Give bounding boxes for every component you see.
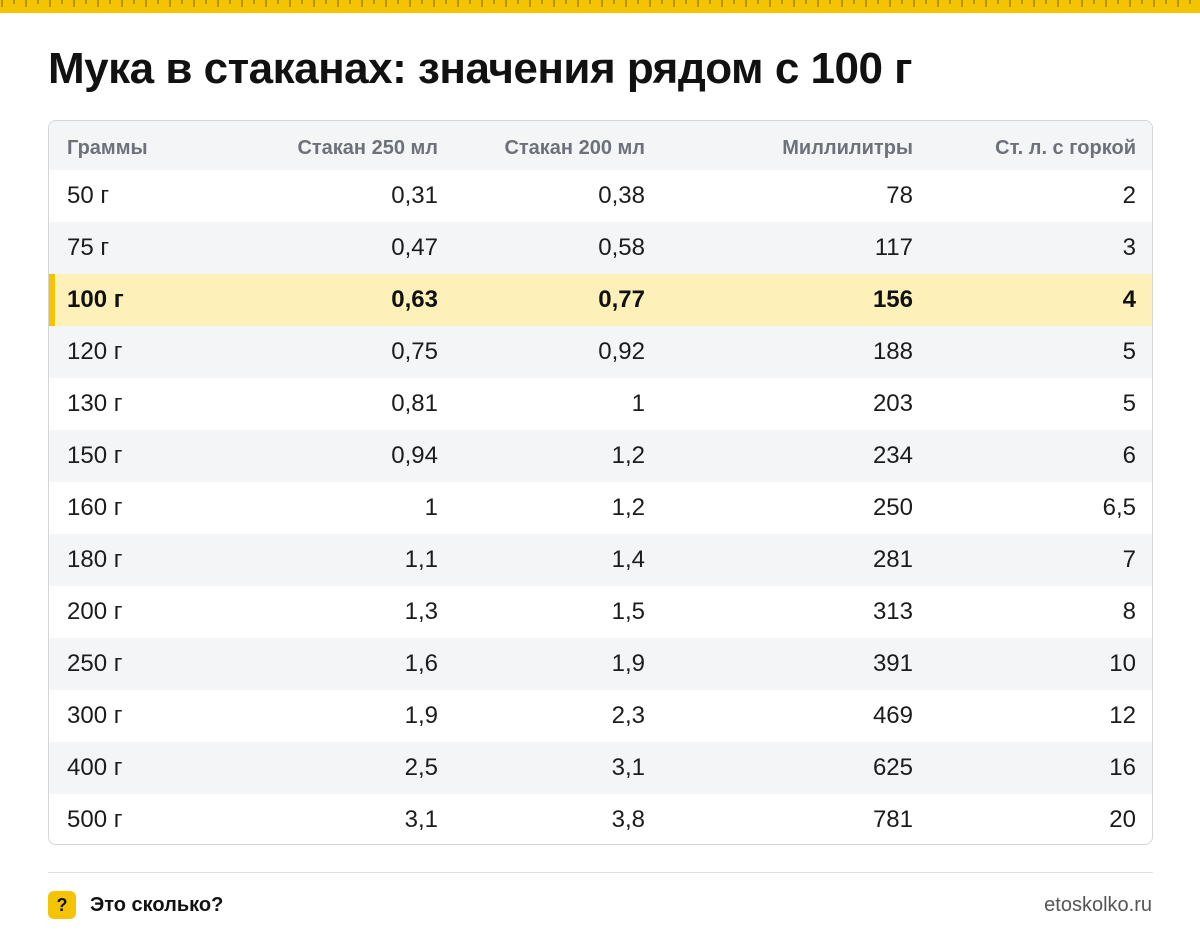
cell-milliliters: 781 (872, 806, 913, 833)
cell-tablespoons: 12 (1109, 702, 1136, 729)
cell-milliliters: 391 (872, 650, 913, 677)
cell-cup-250: 1,1 (404, 546, 438, 573)
cell-grams: 400 г (67, 754, 123, 781)
cell-cup-250: 1,6 (404, 650, 438, 677)
cell-grams: 300 г (67, 702, 123, 729)
table-row: 130 г 0,81 1 203 5 (49, 378, 1152, 430)
cell-grams: 200 г (67, 598, 123, 625)
cell-cup-200: 2,3 (611, 702, 645, 729)
cell-tablespoons: 7 (1122, 546, 1136, 573)
cell-cup-250: 0,63 (391, 286, 438, 313)
cell-cup-200: 1,4 (611, 546, 645, 573)
cell-milliliters: 313 (872, 598, 913, 625)
cell-cup-250: 1,3 (404, 598, 438, 625)
cell-cup-250: 1 (424, 494, 438, 521)
brand-block: ? Это сколько? (48, 891, 223, 919)
question-icon: ? (48, 891, 76, 919)
cell-tablespoons: 6 (1122, 442, 1136, 469)
cell-cup-200: 1,5 (611, 598, 645, 625)
page-title: Мука в стаканах: значения рядом с 100 г (48, 44, 912, 93)
table-row-highlighted: 100 г 0,63 0,77 156 4 (49, 274, 1152, 326)
cell-tablespoons: 8 (1122, 598, 1136, 625)
table-row: 160 г 1 1,2 250 6,5 (49, 482, 1152, 534)
cell-grams: 75 г (67, 234, 110, 261)
cell-tablespoons: 6,5 (1102, 494, 1136, 521)
cell-tablespoons: 3 (1122, 234, 1136, 261)
cell-grams: 180 г (67, 546, 123, 573)
table-header-row: Граммы Стакан 250 мл Стакан 200 мл Милли… (49, 121, 1152, 170)
cell-cup-250: 0,81 (391, 390, 438, 417)
table-row: 180 г 1,1 1,4 281 7 (49, 534, 1152, 586)
cell-grams: 150 г (67, 442, 123, 469)
ruler-strip (0, 0, 1200, 13)
cell-cup-200: 0,92 (598, 338, 645, 365)
cell-cup-200: 3,1 (611, 754, 645, 781)
cell-cup-200: 0,38 (598, 182, 645, 209)
cell-milliliters: 203 (872, 390, 913, 417)
cell-grams: 250 г (67, 650, 123, 677)
cell-milliliters: 281 (872, 546, 913, 573)
table-row: 200 г 1,3 1,5 313 8 (49, 586, 1152, 638)
cell-milliliters: 469 (872, 702, 913, 729)
cell-cup-250: 1,9 (404, 702, 438, 729)
cell-cup-200: 1,2 (611, 442, 645, 469)
cell-milliliters: 234 (872, 442, 913, 469)
cell-milliliters: 188 (872, 338, 913, 365)
cell-tablespoons: 20 (1109, 806, 1136, 833)
cell-tablespoons: 4 (1122, 286, 1136, 313)
table-row: 120 г 0,75 0,92 188 5 (49, 326, 1152, 378)
ruler-ticks (1, 0, 1191, 7)
header-cup-250: Стакан 250 мл (297, 137, 438, 159)
table-row: 400 г 2,5 3,1 625 16 (49, 742, 1152, 794)
cell-cup-200: 1 (631, 390, 645, 417)
cell-grams: 100 г (49, 274, 244, 326)
cell-cup-200: 3,8 (611, 806, 645, 833)
cell-tablespoons: 5 (1122, 338, 1136, 365)
conversion-table: Граммы Стакан 250 мл Стакан 200 мл Милли… (49, 121, 1152, 844)
table-row: 50 г 0,31 0,38 78 2 (49, 170, 1152, 222)
cell-tablespoons: 16 (1109, 754, 1136, 781)
table-row: 250 г 1,6 1,9 391 10 (49, 638, 1152, 690)
cell-grams: 130 г (67, 390, 123, 417)
header-cup-200: Стакан 200 мл (504, 137, 645, 159)
table-body: 50 г 0,31 0,38 78 2 75 г 0,47 0,58 117 3 100 г 0,63… (49, 170, 1152, 844)
cell-tablespoons: 5 (1122, 390, 1136, 417)
cell-cup-200: 0,77 (598, 286, 645, 313)
cell-grams: 160 г (67, 494, 123, 521)
cell-grams: 500 г (67, 806, 123, 833)
cell-milliliters: 625 (872, 754, 913, 781)
cell-milliliters: 156 (872, 286, 913, 313)
cell-cup-250: 0,47 (391, 234, 438, 261)
cell-grams: 50 г (67, 182, 110, 209)
table-row: 150 г 0,94 1,2 234 6 (49, 430, 1152, 482)
cell-cup-200: 1,9 (611, 650, 645, 677)
cell-milliliters: 117 (874, 234, 913, 261)
header-tablespoons: Ст. л. с горкой (995, 137, 1136, 159)
table-row: 300 г 1,9 2,3 469 12 (49, 690, 1152, 742)
cell-cup-200: 1,2 (611, 494, 645, 521)
conversion-table-card: Граммы Стакан 250 мл Стакан 200 мл Милли… (48, 120, 1153, 845)
header-grams: Граммы (67, 137, 148, 159)
header-milliliters: Миллилитры (782, 137, 913, 159)
cell-tablespoons: 2 (1122, 182, 1136, 209)
cell-cup-250: 2,5 (404, 754, 438, 781)
table-row: 75 г 0,47 0,58 117 3 (49, 222, 1152, 274)
footer-divider (48, 872, 1153, 873)
brand-name: Это сколько? (90, 893, 224, 916)
cell-cup-250: 0,31 (391, 182, 438, 209)
cell-cup-200: 0,58 (598, 234, 645, 261)
cell-cup-250: 3,1 (404, 806, 438, 833)
cell-milliliters: 250 (872, 494, 913, 521)
cell-tablespoons: 10 (1109, 650, 1136, 677)
cell-milliliters: 78 (886, 182, 913, 209)
cell-grams: 120 г (67, 338, 123, 365)
cell-cup-250: 0,75 (391, 338, 438, 365)
site-url: etoskolko.ru (1044, 894, 1152, 916)
table-row: 500 г 3,1 3,8 781 20 (49, 794, 1152, 844)
cell-cup-250: 0,94 (391, 442, 438, 469)
